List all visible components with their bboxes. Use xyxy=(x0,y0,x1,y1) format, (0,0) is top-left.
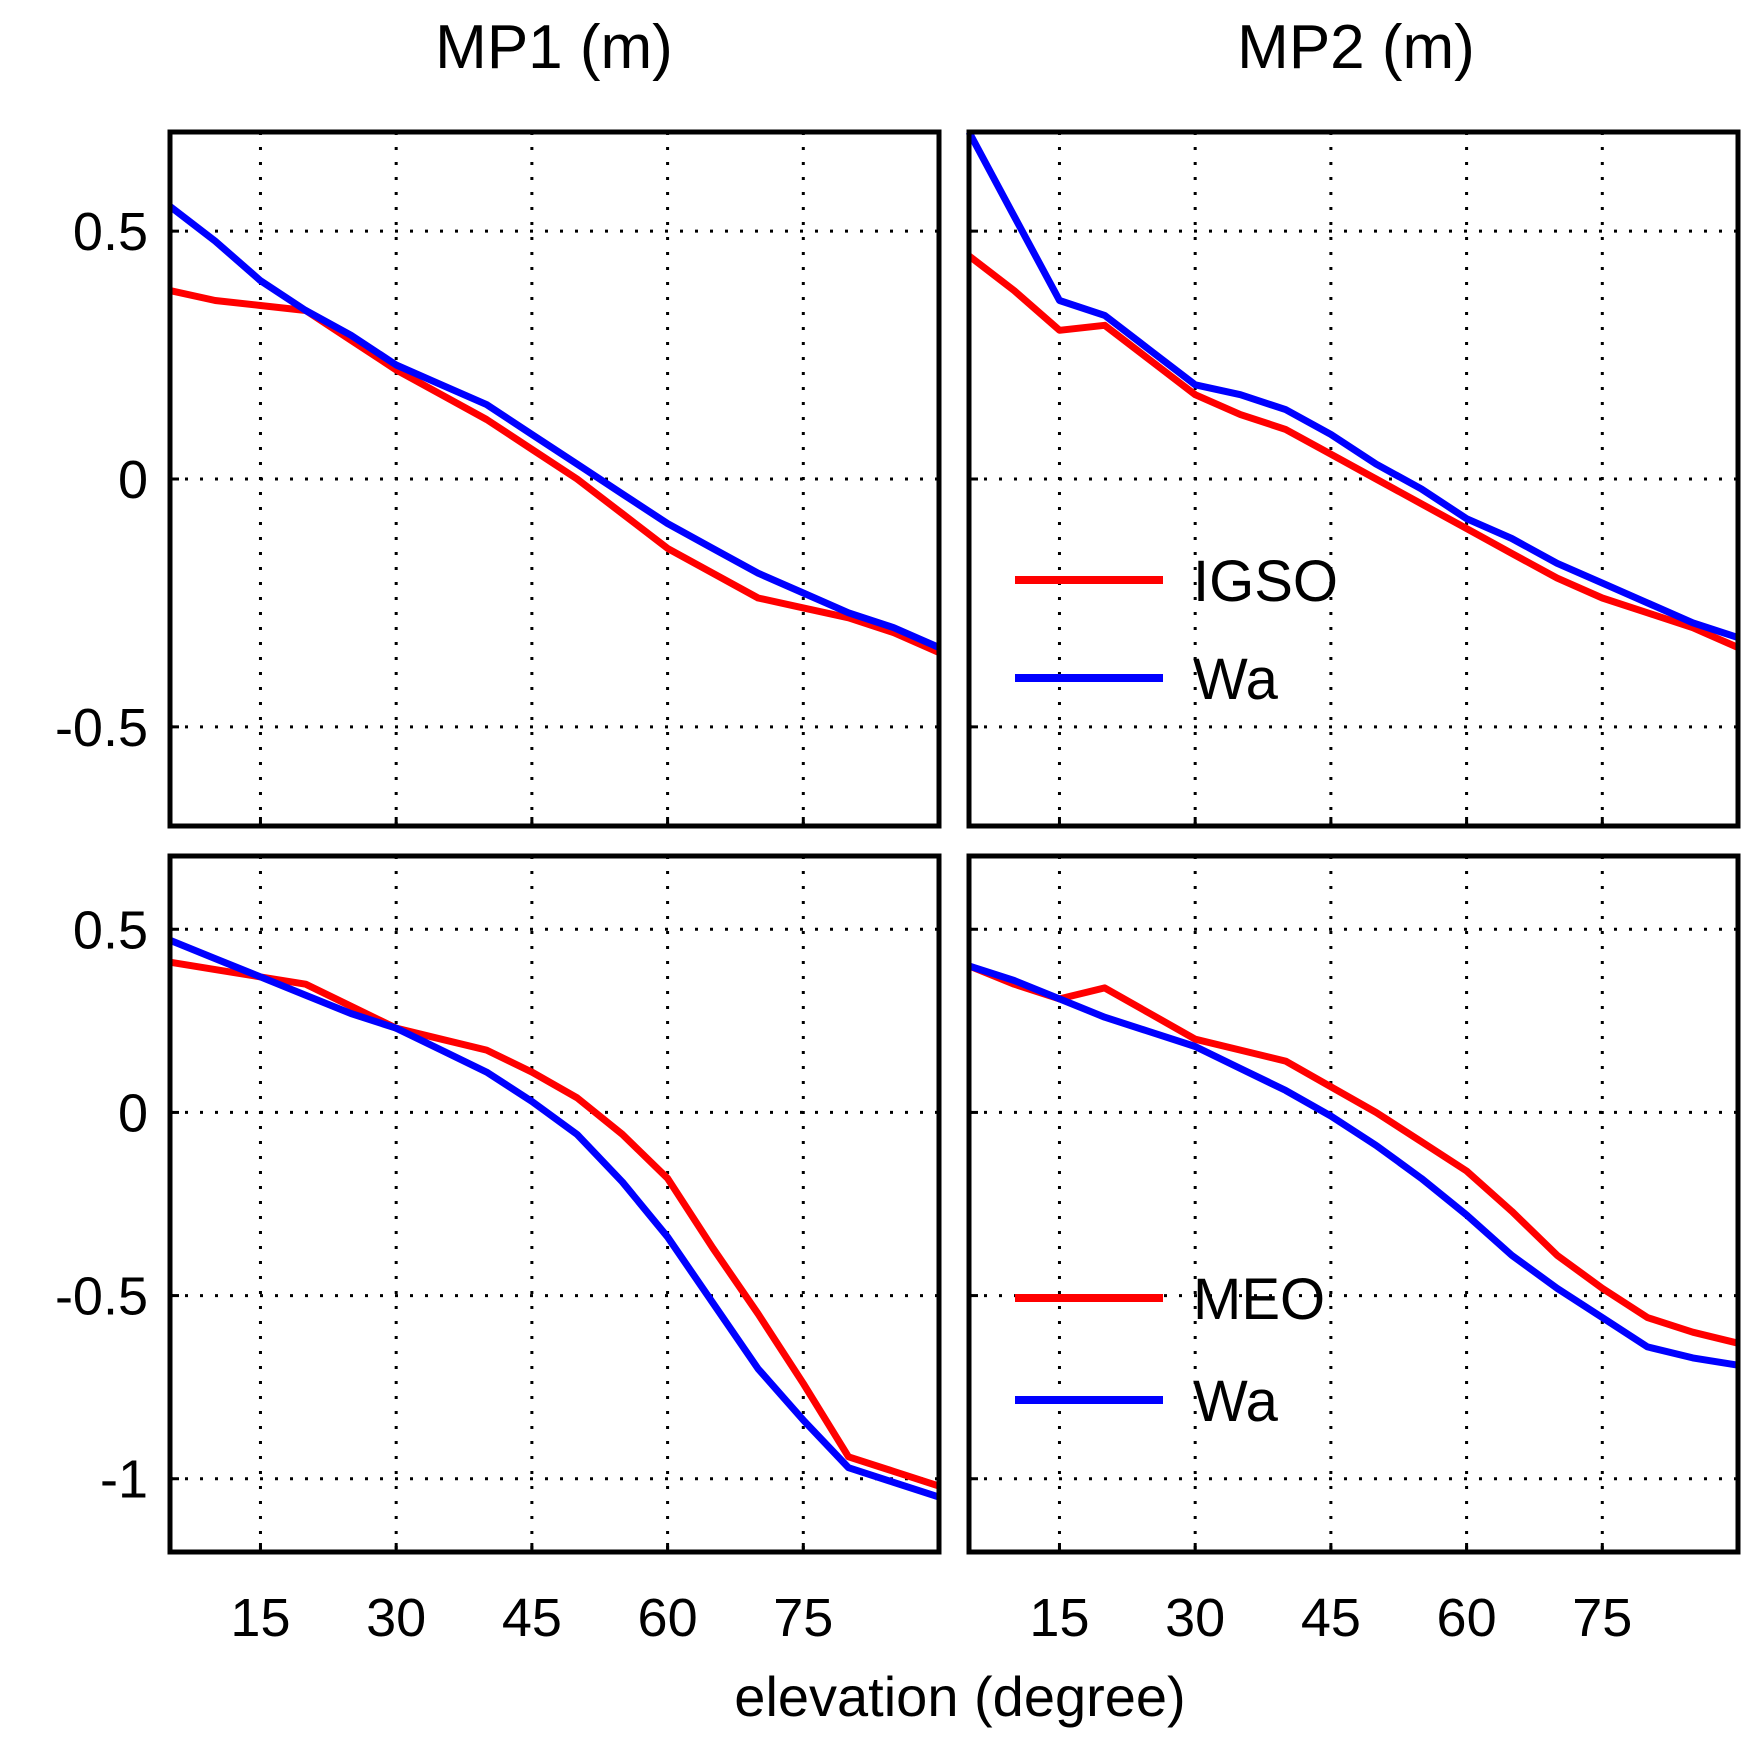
x-tick-label: 15 xyxy=(1029,1588,1089,1648)
y-tick-label: 0 xyxy=(118,1083,148,1143)
series-line-wa-wa xyxy=(967,962,1739,1369)
series-line-wa-wa xyxy=(965,130,1740,641)
panel-mp2-igso: IGSO Wa xyxy=(965,129,1741,829)
series-line-wa-wa xyxy=(168,937,941,1501)
x-tick-label: 75 xyxy=(1572,1588,1632,1648)
axes-frame xyxy=(167,129,942,829)
x-axis-label: elevation (degree) xyxy=(734,1665,1185,1728)
x-tick-label: 45 xyxy=(1301,1588,1361,1648)
axes-frame xyxy=(966,129,1741,829)
x-tick-label: 45 xyxy=(502,1588,562,1648)
axes-frame xyxy=(167,853,942,1555)
y-tick-label: 0 xyxy=(118,450,148,510)
legend-label-wa: Wa xyxy=(1193,1369,1279,1434)
column-title-mp2: MP2 (m) xyxy=(1237,13,1475,82)
panels-group: -0.5 0 0.5 IGSO Wa -1 -0.5 0 0.5 15 30 45 60 75 15 30 45… xyxy=(55,129,1741,1648)
series-line-meo-primary xyxy=(967,962,1739,1347)
y-tick-label: 0.5 xyxy=(73,202,148,262)
y-tick-label: -0.5 xyxy=(55,1267,148,1327)
panel-mp2-meo: 15 30 45 60 75 MEO Wa xyxy=(966,853,1741,1648)
panel-mp1-igso: -0.5 0 0.5 xyxy=(55,129,942,829)
y-tick-label: 0.5 xyxy=(73,900,148,960)
y-tick-label: -1 xyxy=(100,1450,148,1510)
x-tick-label: 60 xyxy=(638,1588,698,1648)
y-tick-label: -0.5 xyxy=(55,698,148,758)
x-tick-label: 30 xyxy=(366,1588,426,1648)
x-tick-label: 30 xyxy=(1165,1588,1225,1648)
legend-label-igso: IGSO xyxy=(1193,549,1338,614)
panel-mp1-meo: -1 -0.5 0 0.5 15 30 45 60 75 xyxy=(55,853,942,1648)
legend-label-meo: MEO xyxy=(1193,1267,1325,1332)
axes-frame xyxy=(966,853,1741,1555)
series-line-meo-primary xyxy=(169,958,941,1490)
x-tick-label: 15 xyxy=(230,1588,290,1648)
column-title-mp1: MP1 (m) xyxy=(435,13,673,82)
series-line-wa-wa xyxy=(167,203,941,651)
series-line-igso-primary xyxy=(966,253,1740,651)
legend-label-wa: Wa xyxy=(1193,647,1279,712)
x-tick-label: 75 xyxy=(773,1588,833,1648)
x-tick-label: 60 xyxy=(1437,1588,1497,1648)
